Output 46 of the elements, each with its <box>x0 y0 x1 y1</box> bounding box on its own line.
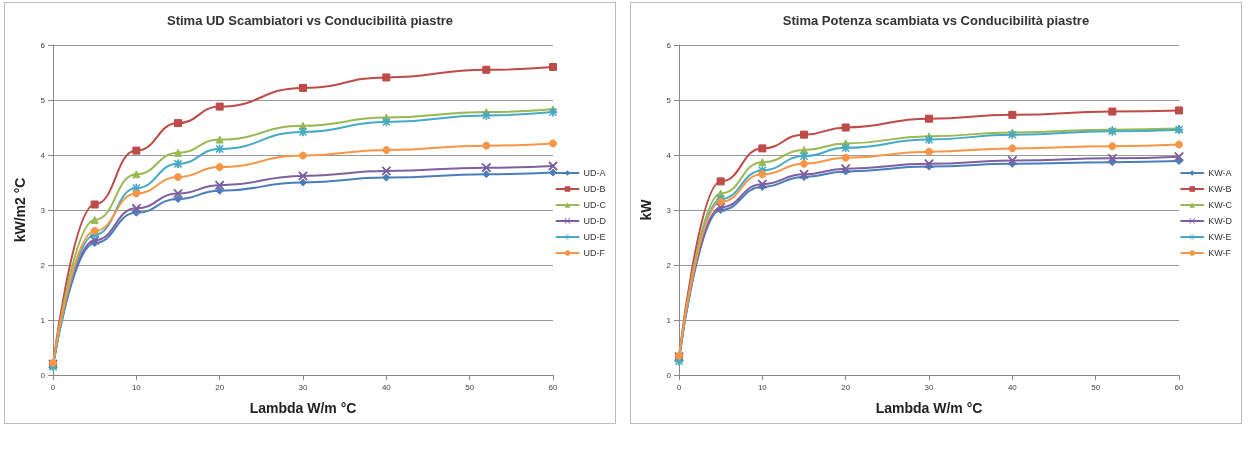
y-tick-label: 5 <box>40 95 46 105</box>
y-tick-label: 4 <box>40 150 46 160</box>
legend-label: UD-F <box>583 248 606 258</box>
legend-label: KW-A <box>1208 168 1232 178</box>
y-tick-label: 6 <box>666 40 672 50</box>
y-tick-label: 0 <box>40 370 46 380</box>
legend-label: KW-B <box>1208 184 1232 194</box>
y-tick-label: 0 <box>666 370 672 380</box>
y-tick-label: 3 <box>666 205 672 215</box>
y-tick-label: 4 <box>666 150 672 160</box>
legend-label: KW-E <box>1208 232 1232 242</box>
x-tick-label: 20 <box>215 382 225 392</box>
y-tick-label: 5 <box>666 95 672 105</box>
legend-label: KW-C <box>1208 200 1233 210</box>
y-tick-label: 6 <box>40 40 46 50</box>
x-tick-label: 0 <box>50 382 56 392</box>
y-tick-label: 1 <box>40 315 46 325</box>
x-tick-label: 50 <box>1091 382 1101 392</box>
x-tick-label: 30 <box>298 382 308 392</box>
x-tick-label: 60 <box>1174 382 1184 392</box>
legend-label: UD-E <box>583 232 606 242</box>
legend-label: UD-D <box>583 216 607 226</box>
y-tick-label: 2 <box>666 260 672 270</box>
x-tick-label: 20 <box>841 382 851 392</box>
y-axis-title: kW <box>638 198 654 221</box>
x-tick-label: 50 <box>465 382 475 392</box>
legend-label: UD-A <box>583 168 606 178</box>
x-tick-label: 10 <box>757 382 768 392</box>
x-tick-label: 60 <box>548 382 558 392</box>
y-tick-label: 1 <box>666 315 672 325</box>
x-tick-label: 0 <box>676 382 682 392</box>
x-tick-label: 10 <box>131 382 142 392</box>
y-axis-title: kW/m2 °C <box>12 177 28 243</box>
x-tick-label: 40 <box>381 382 392 392</box>
y-tick-label: 3 <box>40 205 46 215</box>
x-axis-title: Lambda W/m °C <box>249 400 357 416</box>
legend-label: KW-D <box>1208 216 1233 226</box>
legend-label: KW-F <box>1208 248 1232 258</box>
x-axis-title: Lambda W/m °C <box>875 400 983 416</box>
y-tick-label: 2 <box>40 260 46 270</box>
x-tick-label: 30 <box>924 382 934 392</box>
chart-title: Stima Potenza scambiata vs Conducibilità piastre <box>782 13 1090 28</box>
x-tick-label: 40 <box>1007 382 1018 392</box>
legend-label: UD-C <box>583 200 607 210</box>
legend-label: UD-B <box>583 184 606 194</box>
chart-title: Stima UD Scambiatori vs Conducibilità piastre <box>166 13 454 28</box>
